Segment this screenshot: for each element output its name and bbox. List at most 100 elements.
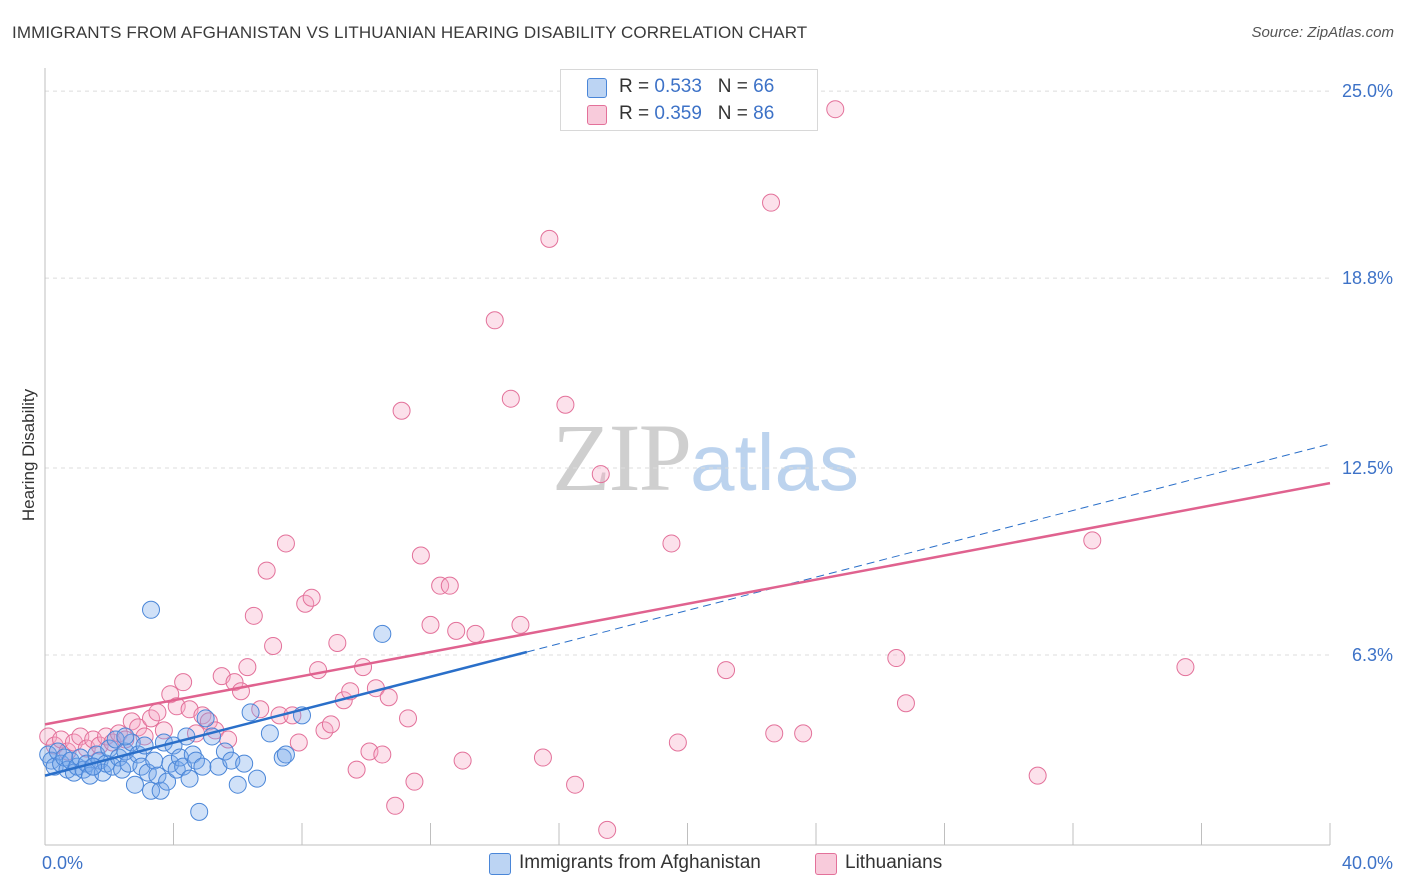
point-lithuanians: [386, 796, 405, 815]
legend-r-value: 0.359: [654, 103, 702, 124]
point-lithuanians: [896, 694, 915, 713]
point-lithuanians: [321, 715, 340, 734]
point-afghanistan: [180, 769, 199, 788]
point-afghanistan: [148, 766, 167, 785]
y-tick-label: 12.5%: [1342, 458, 1393, 478]
point-lithuanians: [244, 606, 263, 625]
bottom-legend-swatch-lithuanians: [815, 853, 837, 875]
legend-n-value: 86: [753, 103, 775, 124]
trend-line-afghanistan: [44, 650, 528, 777]
point-lithuanians: [421, 615, 440, 634]
point-lithuanians: [440, 576, 459, 595]
point-lithuanians: [328, 633, 347, 652]
point-lithuanians: [533, 748, 552, 767]
point-lithuanians: [148, 703, 167, 722]
point-lithuanians: [485, 311, 504, 330]
point-lithuanians: [1083, 531, 1102, 550]
point-afghanistan: [158, 772, 177, 791]
point-lithuanians: [662, 534, 681, 553]
point-afghanistan: [196, 709, 215, 728]
point-afghanistan: [177, 727, 196, 746]
watermark-zip: ZIP: [552, 404, 692, 511]
point-afghanistan: [190, 802, 209, 821]
point-lithuanians: [309, 661, 328, 680]
point-afghanistan: [151, 781, 170, 800]
y-tick-label: 18.8%: [1342, 268, 1393, 288]
point-afghanistan: [142, 600, 161, 619]
legend-swatch-afghanistan: [587, 78, 607, 98]
point-afghanistan: [142, 781, 161, 800]
point-afghanistan: [116, 727, 135, 746]
point-lithuanians: [717, 661, 736, 680]
x-tick-label: 0.0%: [42, 853, 83, 873]
point-afghanistan: [193, 757, 212, 776]
legend-r-label: R =: [619, 103, 655, 124]
point-lithuanians: [556, 395, 575, 414]
point-lithuanians: [826, 100, 845, 119]
correlation-legend: R = 0.533 N = 66 R = 0.359 N = 86: [560, 69, 818, 131]
point-afghanistan: [228, 775, 247, 794]
point-lithuanians: [431, 576, 450, 595]
legend-swatch-lithuanians: [587, 105, 607, 125]
point-lithuanians: [405, 772, 424, 791]
point-lithuanians: [251, 700, 270, 719]
point-lithuanians: [264, 636, 283, 655]
legend-r-label: R =: [619, 76, 655, 97]
point-lithuanians: [566, 775, 585, 794]
point-lithuanians: [668, 733, 687, 752]
legend-n-label: N =: [717, 76, 754, 97]
point-lithuanians: [501, 389, 520, 408]
y-tick-label: 6.3%: [1352, 645, 1393, 665]
bottom-legend-label-afghanistan: Immigrants from Afghanistan: [519, 852, 761, 873]
y-axis-label: Hearing Disability: [19, 388, 38, 522]
point-lithuanians: [765, 724, 784, 743]
point-lithuanians: [199, 712, 218, 731]
point-afghanistan: [276, 745, 295, 764]
point-lithuanians: [1028, 766, 1047, 785]
trend-line-lithuanians: [44, 481, 1331, 726]
point-lithuanians: [225, 673, 244, 692]
point-afghanistan: [273, 748, 292, 767]
point-afghanistan: [145, 751, 164, 770]
bottom-legend-label-lithuanians: Lithuanians: [845, 852, 943, 873]
legend-text-afghanistan: R = 0.533 N = 66: [619, 76, 774, 98]
point-lithuanians: [453, 751, 472, 770]
trend-extension-afghanistan: [526, 443, 1331, 653]
point-afghanistan: [373, 624, 392, 643]
point-afghanistan: [241, 703, 260, 722]
point-lithuanians: [540, 229, 559, 248]
point-lithuanians: [794, 724, 813, 743]
point-lithuanians: [887, 649, 906, 668]
point-lithuanians: [276, 534, 295, 553]
point-lithuanians: [302, 588, 321, 607]
point-lithuanians: [238, 658, 257, 677]
point-lithuanians: [399, 709, 418, 728]
point-lithuanians: [392, 401, 411, 420]
chart-title: IMMIGRANTS FROM AFGHANISTAN VS LITHUANIA…: [12, 23, 808, 42]
point-lithuanians: [347, 760, 366, 779]
point-lithuanians: [379, 688, 398, 707]
point-lithuanians: [289, 733, 308, 752]
point-lithuanians: [411, 546, 430, 565]
point-lithuanians: [762, 193, 781, 212]
bottom-legend-swatch-afghanistan: [489, 853, 511, 875]
legend-text-lithuanians: R = 0.359 N = 86: [619, 103, 774, 125]
x-tick-label: 40.0%: [1342, 853, 1393, 873]
point-afghanistan: [125, 775, 144, 794]
point-lithuanians: [354, 658, 373, 677]
point-lithuanians: [129, 718, 148, 737]
point-lithuanians: [174, 673, 193, 692]
point-afghanistan: [248, 769, 267, 788]
point-afghanistan: [260, 724, 279, 743]
point-afghanistan: [215, 742, 234, 761]
y-tick-label: 25.0%: [1342, 81, 1393, 101]
point-lithuanians: [257, 561, 276, 580]
point-lithuanians: [511, 615, 530, 634]
watermark-atlas: atlas: [690, 418, 859, 507]
point-lithuanians: [1176, 658, 1195, 677]
point-lithuanians: [598, 820, 617, 839]
point-lithuanians: [447, 621, 466, 640]
legend-r-value: 0.533: [654, 76, 702, 97]
legend-n-label: N =: [717, 103, 754, 124]
